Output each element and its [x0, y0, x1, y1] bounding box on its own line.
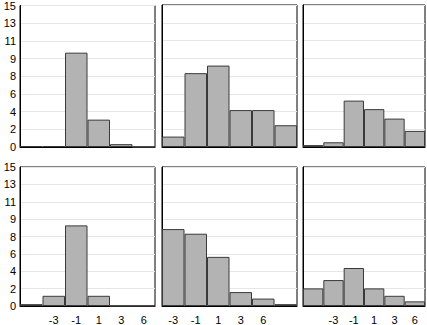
svg-text:1: 1: [215, 314, 221, 325]
svg-text:6: 6: [10, 248, 16, 260]
svg-text:8: 8: [10, 231, 16, 243]
svg-text:0: 0: [10, 141, 16, 153]
svg-text:-3: -3: [168, 314, 178, 325]
svg-text:11: 11: [5, 196, 16, 208]
svg-text:13: 13: [4, 17, 16, 29]
svg-text:2: 2: [10, 123, 16, 135]
svg-text:15: 15: [4, 0, 16, 12]
svg-text:0: 0: [10, 300, 16, 312]
svg-text:9: 9: [10, 53, 16, 65]
svg-text:9: 9: [10, 213, 16, 225]
svg-text:1: 1: [371, 314, 377, 325]
svg-text:3: 3: [118, 314, 124, 325]
svg-text:4: 4: [10, 265, 16, 277]
svg-text:15: 15: [4, 161, 16, 173]
svg-text:-1: -1: [349, 314, 359, 325]
svg-text:-1: -1: [71, 314, 81, 325]
svg-text:6: 6: [412, 314, 418, 325]
svg-text:6: 6: [260, 314, 266, 325]
svg-text:-1: -1: [191, 314, 201, 325]
svg-text:-3: -3: [49, 314, 59, 325]
svg-text:-3: -3: [329, 314, 339, 325]
svg-text:2: 2: [10, 283, 16, 295]
svg-text:6: 6: [10, 88, 16, 100]
svg-text:4: 4: [10, 106, 16, 118]
svg-text:8: 8: [10, 70, 16, 82]
svg-text:3: 3: [391, 314, 397, 325]
svg-text:1: 1: [96, 314, 102, 325]
svg-text:11: 11: [5, 35, 16, 47]
svg-text:6: 6: [141, 314, 147, 325]
svg-text:13: 13: [4, 178, 16, 190]
svg-text:3: 3: [238, 314, 244, 325]
